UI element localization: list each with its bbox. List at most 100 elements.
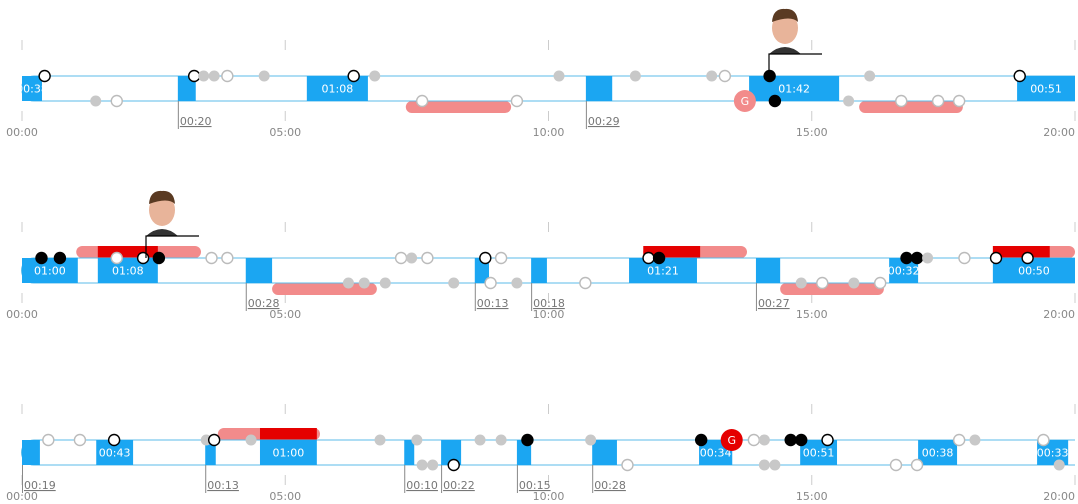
event-gray [843, 95, 855, 107]
event-gray [406, 252, 418, 264]
x-tick-label: 10:00 [533, 490, 565, 503]
event-hollow [73, 433, 87, 447]
shift [22, 76, 43, 101]
event-hollow [958, 251, 971, 265]
shift-duration: 01:08 [112, 265, 144, 278]
event-black [152, 251, 166, 265]
event-white [1013, 69, 1026, 83]
x-tick-label: 00:00 [6, 490, 38, 503]
goal-marker [720, 429, 743, 451]
event-hollow [718, 69, 732, 83]
event-gray [90, 95, 102, 107]
period-row: 00:00 05:00 10:00 15:00 20:00 01:00 01:08 00:28… [6, 222, 1076, 321]
shift [97, 258, 158, 283]
headshot [765, 8, 822, 76]
event-hollow [579, 276, 592, 290]
event-gray [758, 434, 770, 446]
event-gray [342, 277, 354, 289]
event-gray [769, 459, 781, 471]
event-hollow [110, 94, 123, 108]
x-tick-label: 05:00 [269, 308, 301, 321]
event-hollow [415, 94, 429, 108]
shift [22, 258, 78, 283]
event-white [989, 251, 1003, 265]
shift-duration: 00:33 [1037, 447, 1069, 460]
shift [992, 258, 1075, 283]
major-penalty [992, 246, 1050, 258]
event-gray [758, 459, 770, 471]
event-gray [245, 434, 257, 446]
event-gray [198, 70, 210, 82]
penalty [780, 283, 884, 295]
event-black [784, 433, 797, 447]
event-hollow [952, 433, 966, 447]
shift-duration: 00:51 [803, 447, 835, 460]
shift [755, 258, 781, 283]
event-white [642, 251, 655, 265]
event-hollow [1037, 433, 1050, 447]
event-hollow [621, 458, 634, 472]
event-gray [448, 277, 460, 289]
x-tick-label: 20:00 [1043, 490, 1075, 503]
event-gray [416, 459, 428, 471]
shift [516, 440, 532, 465]
event-gray [358, 277, 370, 289]
event-hollow [910, 458, 924, 472]
event-white [207, 433, 221, 447]
x-tick-label: 00:00 [6, 126, 38, 139]
event-white [1021, 251, 1034, 265]
event-hollow [747, 433, 761, 447]
shift-duration: 01:00 [34, 265, 66, 278]
event-hollow [221, 69, 234, 83]
event-white [107, 433, 121, 447]
shift [585, 76, 613, 101]
event-gray [511, 277, 523, 289]
x-tick-label: 10:00 [533, 126, 565, 139]
event-hollow [484, 276, 497, 290]
shift [177, 76, 196, 101]
shift-duration: 01:21 [647, 265, 679, 278]
shift-duration: 00:15 [519, 479, 551, 492]
event-gray [553, 70, 565, 82]
event-gray [795, 277, 807, 289]
shift-duration: 00:43 [99, 447, 131, 460]
event-hollow [42, 433, 55, 447]
shift-duration: 00:51 [1030, 83, 1062, 96]
event-hollow [889, 458, 903, 472]
event-gray [922, 252, 934, 264]
event-hollow [110, 251, 123, 265]
x-tick-label: 15:00 [796, 126, 828, 139]
goal-label: G [741, 95, 750, 108]
shift [245, 258, 273, 283]
shift [404, 440, 415, 465]
x-tick-label: 15:00 [796, 308, 828, 321]
shift-duration: 00:28 [594, 479, 626, 492]
shift [22, 440, 40, 465]
event-gray [706, 70, 718, 82]
x-tick-label: 05:00 [269, 490, 301, 503]
event-gray [411, 434, 423, 446]
shift-duration: 00:22 [443, 479, 475, 492]
event-hollow [895, 94, 908, 108]
shift [918, 440, 958, 465]
shift-duration: 01:08 [322, 83, 354, 96]
x-tick-label: 00:00 [6, 308, 38, 321]
event-black [53, 251, 67, 265]
x-tick-label: 15:00 [796, 490, 828, 503]
shift-duration: 00:20 [180, 115, 212, 128]
event-black [900, 251, 913, 265]
shift-duration: 00:19 [24, 479, 56, 492]
shift-duration: 00:10 [406, 479, 438, 492]
event-white [479, 251, 492, 265]
period-row: 00:00 05:00 10:00 15:00 20:00 00:19 00:43 00:13… [6, 404, 1076, 503]
goal-marker [733, 90, 756, 112]
event-hollow [421, 251, 434, 265]
event-black [521, 433, 534, 447]
shift-duration: 00:29 [588, 115, 620, 128]
event-hollow [394, 251, 408, 265]
shift [474, 258, 490, 283]
event-gray [629, 70, 641, 82]
x-tick-label: 05:00 [269, 126, 301, 139]
event-gray [374, 434, 386, 446]
